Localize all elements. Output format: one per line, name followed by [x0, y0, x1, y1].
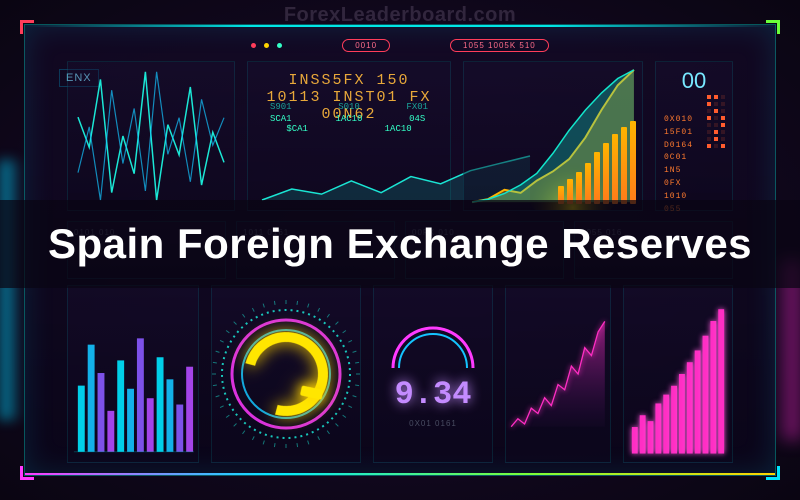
top-indicator-bar: 0010 1055 1005K 510: [85, 35, 715, 55]
stats-row-2: $CA11AC10: [248, 124, 450, 134]
overlay-banner: Spain Foreign Exchange Reserves: [0, 200, 800, 288]
panel-line-small: [67, 61, 235, 211]
bars-top-right: [558, 114, 636, 204]
panel-area-bars: [463, 61, 643, 211]
panel-gauge: [211, 285, 361, 463]
bar-chart-br: [624, 286, 732, 462]
area-chart-br: [506, 286, 610, 462]
side-big-number: 00: [656, 68, 732, 94]
row-3: 9.34 0X01 0161: [67, 285, 733, 463]
status-dots: [251, 43, 282, 48]
pill-1: 0010: [342, 39, 390, 52]
row-1: INSS5FX 150 10113 INST01 FX 00N62 S901SC…: [67, 61, 733, 211]
page-title: Spain Foreign Exchange Reserves: [48, 220, 752, 268]
stats-row-1: S901SCA1S0101AC10FX0104S: [248, 102, 450, 124]
panel-area-br: [505, 285, 611, 463]
pill-2: 1055 1005K 510: [450, 39, 549, 52]
gauge-q: [212, 286, 360, 462]
panel-number: 9.34 0X01 0161: [373, 285, 493, 463]
right-dot-grid: [707, 95, 731, 148]
panel-bars-br: [623, 285, 733, 463]
big-number-sub: 0X01 0161: [409, 419, 457, 428]
line-chart-left: [68, 62, 234, 210]
bar-chart-bl: [68, 286, 198, 462]
number-arc: [383, 320, 483, 370]
panel-center-header: INSS5FX 150 10113 INST01 FX 00N62 S901SC…: [247, 61, 451, 211]
big-number-value: 9.34: [395, 376, 472, 413]
glow-left: [0, 160, 22, 420]
panel-bars-bl: [67, 285, 199, 463]
